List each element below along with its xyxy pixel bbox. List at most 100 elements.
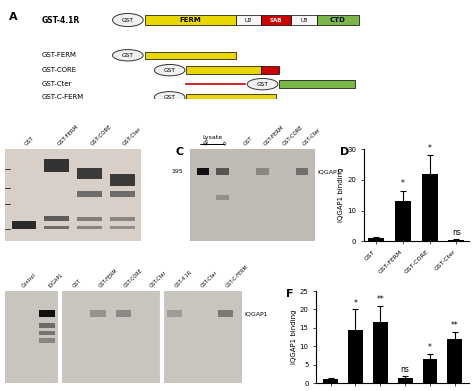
Text: *: *: [354, 299, 357, 308]
Text: GST-FERM: GST-FERM: [57, 124, 80, 146]
Text: GST-Cter: GST-Cter: [200, 269, 219, 288]
Text: 195: 195: [171, 169, 183, 174]
Text: D: D: [340, 147, 350, 157]
Text: GST-CORE: GST-CORE: [90, 123, 113, 146]
Ellipse shape: [155, 65, 185, 76]
Bar: [110, 217, 135, 221]
Text: GST: GST: [256, 82, 268, 87]
Text: GST-Cter: GST-Cter: [122, 126, 143, 146]
FancyBboxPatch shape: [317, 15, 359, 25]
Text: GST: GST: [73, 278, 83, 288]
Ellipse shape: [155, 91, 185, 103]
FancyBboxPatch shape: [186, 66, 261, 74]
Text: IQGAP1: IQGAP1: [47, 272, 64, 288]
Bar: [77, 226, 102, 229]
Text: C: C: [175, 147, 183, 157]
Text: Control: Control: [21, 272, 37, 288]
Bar: [77, 192, 102, 197]
Y-axis label: IQGAP1 binding: IQGAP1 binding: [291, 310, 297, 364]
Bar: [448, 240, 465, 241]
Text: ns: ns: [401, 365, 410, 374]
FancyBboxPatch shape: [279, 81, 356, 88]
Bar: [395, 201, 411, 241]
Text: A: A: [9, 12, 18, 22]
Bar: [45, 159, 69, 172]
Text: GST-CORE: GST-CORE: [42, 67, 77, 73]
Bar: [398, 378, 412, 383]
Text: **: **: [376, 295, 384, 304]
Ellipse shape: [112, 13, 143, 27]
Text: IQGAP1: IQGAP1: [245, 311, 268, 316]
Text: GST: GST: [122, 18, 134, 23]
Text: GST-C-FERM: GST-C-FERM: [226, 264, 250, 288]
Bar: [323, 379, 338, 383]
FancyBboxPatch shape: [186, 93, 276, 101]
Text: GST: GST: [164, 68, 175, 73]
Bar: [11, 221, 36, 229]
Bar: [197, 169, 209, 175]
Text: P: P: [223, 141, 228, 146]
Bar: [296, 169, 309, 175]
Bar: [39, 310, 55, 317]
Bar: [447, 339, 462, 383]
Text: GST-FERM: GST-FERM: [42, 52, 77, 58]
FancyBboxPatch shape: [145, 15, 236, 25]
Text: **: **: [451, 321, 459, 330]
FancyBboxPatch shape: [145, 52, 236, 59]
Bar: [422, 174, 438, 241]
Bar: [368, 238, 384, 241]
Bar: [39, 323, 55, 328]
Bar: [167, 310, 182, 317]
Text: U3: U3: [301, 18, 308, 23]
Text: SP: SP: [203, 138, 211, 146]
Text: GST-4.1R: GST-4.1R: [174, 269, 194, 288]
FancyBboxPatch shape: [261, 15, 292, 25]
Ellipse shape: [112, 50, 143, 61]
Ellipse shape: [247, 79, 278, 90]
Bar: [217, 169, 229, 175]
Bar: [116, 310, 131, 317]
Text: GST-FERM: GST-FERM: [98, 267, 119, 288]
Text: ns: ns: [452, 228, 461, 237]
Text: SAB: SAB: [270, 18, 283, 23]
FancyBboxPatch shape: [261, 66, 279, 74]
Text: GST: GST: [122, 53, 134, 58]
Text: GST-CORE: GST-CORE: [123, 267, 145, 288]
Bar: [348, 330, 363, 383]
Text: U2: U2: [245, 18, 252, 23]
Text: GST-CORE: GST-CORE: [283, 124, 305, 146]
Bar: [110, 174, 135, 186]
Bar: [77, 167, 102, 179]
Text: CTD: CTD: [330, 17, 346, 23]
FancyBboxPatch shape: [292, 15, 317, 25]
Text: IQGAP1: IQGAP1: [317, 169, 341, 174]
Bar: [373, 322, 388, 383]
Text: *: *: [428, 144, 432, 153]
Bar: [45, 226, 69, 229]
Text: GST-C-FERM: GST-C-FERM: [42, 94, 84, 100]
Y-axis label: IQGAP1 binding: IQGAP1 binding: [338, 168, 344, 222]
Bar: [39, 338, 55, 343]
Bar: [110, 226, 135, 229]
Text: GST: GST: [243, 135, 254, 146]
Text: FERM: FERM: [180, 17, 201, 23]
Bar: [217, 195, 229, 200]
Bar: [77, 217, 102, 221]
Text: F: F: [285, 289, 293, 299]
FancyBboxPatch shape: [236, 15, 261, 25]
Bar: [39, 331, 55, 335]
Bar: [218, 310, 233, 317]
Text: *: *: [401, 179, 405, 188]
Text: GST: GST: [24, 135, 35, 146]
Text: Lysate: Lysate: [203, 135, 223, 140]
Text: GST: GST: [164, 95, 175, 100]
Bar: [422, 359, 438, 383]
Text: *: *: [428, 343, 432, 352]
Text: GST-Cter: GST-Cter: [42, 81, 73, 87]
Text: GST-FERM: GST-FERM: [263, 124, 285, 146]
Text: GST-Cter: GST-Cter: [149, 269, 168, 288]
Bar: [256, 169, 269, 175]
Bar: [90, 310, 106, 317]
Bar: [45, 216, 69, 221]
Bar: [110, 190, 135, 197]
